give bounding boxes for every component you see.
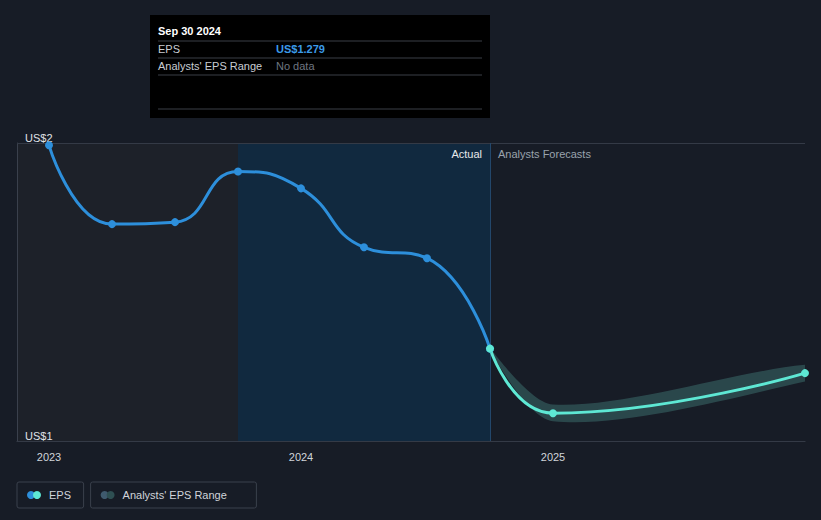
svg-text:Analysts' EPS Range: Analysts' EPS Range xyxy=(158,60,262,72)
svg-text:2025: 2025 xyxy=(541,451,565,463)
svg-text:EPS: EPS xyxy=(49,489,71,501)
svg-text:2023: 2023 xyxy=(37,451,61,463)
svg-text:Analysts Forecasts: Analysts Forecasts xyxy=(498,148,591,160)
svg-text:Sep 30 2024: Sep 30 2024 xyxy=(158,25,222,37)
svg-text:2024: 2024 xyxy=(289,451,313,463)
svg-text:US$2: US$2 xyxy=(25,131,53,144)
svg-text:US$1: US$1 xyxy=(25,430,53,442)
svg-text:EPS: EPS xyxy=(158,43,180,55)
svg-text:US$1.279: US$1.279 xyxy=(276,43,325,55)
svg-text:No data: No data xyxy=(276,60,315,72)
svg-text:Actual: Actual xyxy=(451,148,482,160)
svg-text:Analysts' EPS Range: Analysts' EPS Range xyxy=(123,489,227,501)
